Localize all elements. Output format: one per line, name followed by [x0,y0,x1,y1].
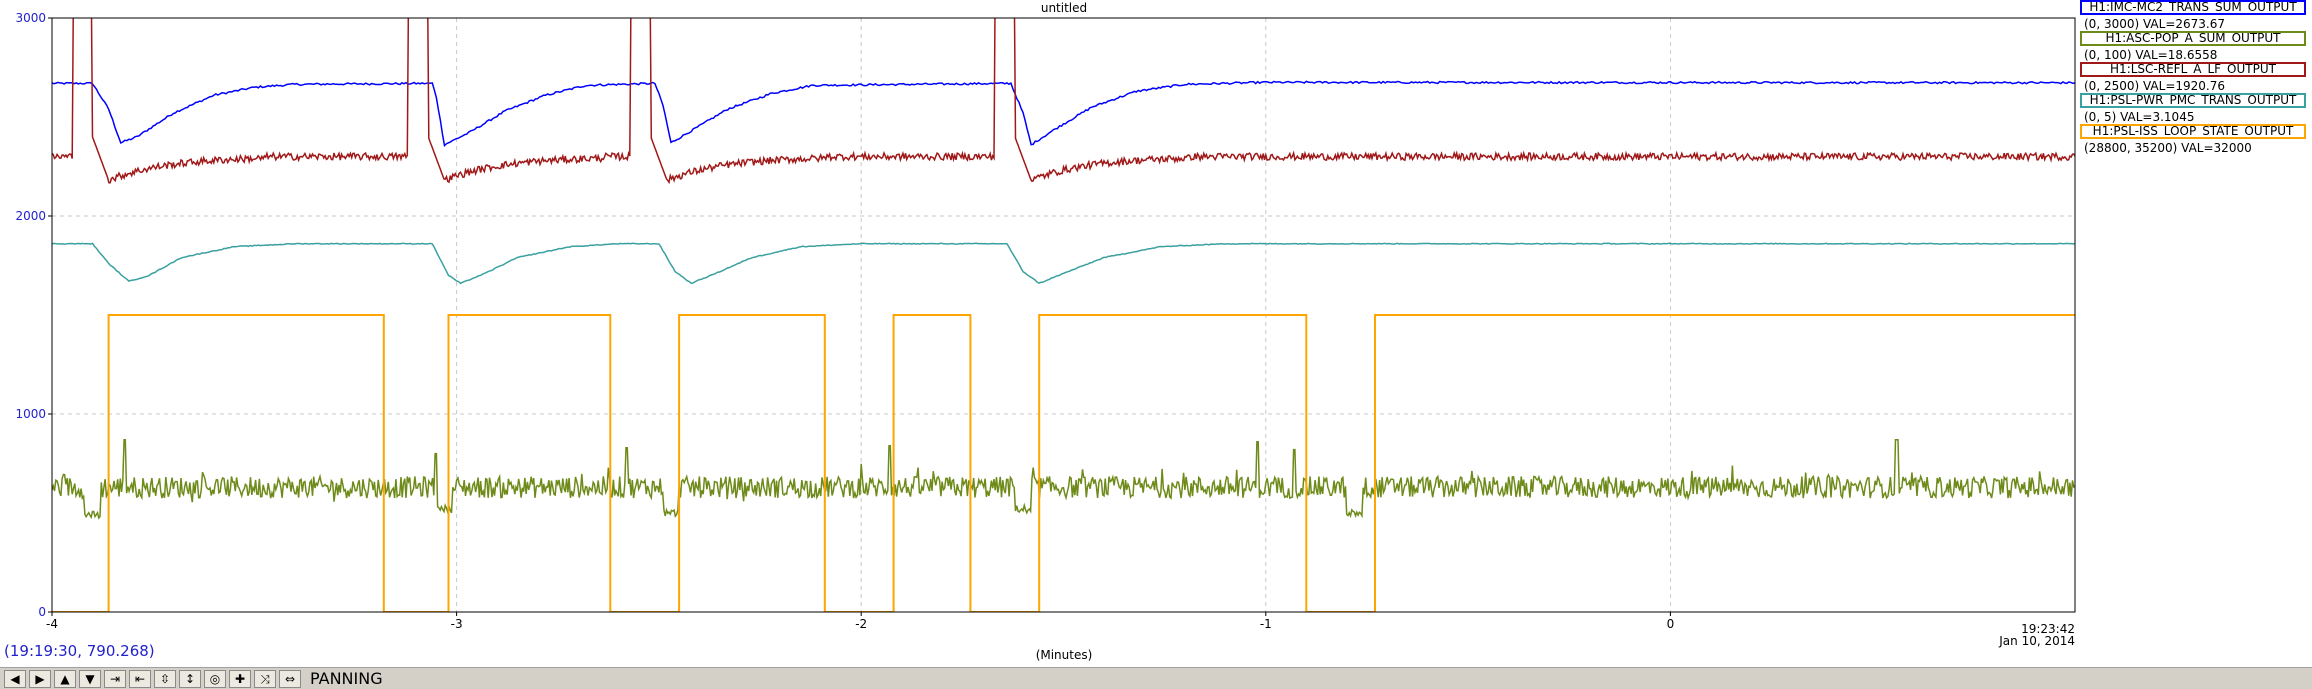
legend-entry[interactable]: H1:IMC-MC2_TRANS_SUM_OUTPUT (0, 3000) VAL… [2080,0,2312,31]
legend-value: VAL=1920.76 [2139,79,2225,93]
axes: 0 1000 2000 3000 -4 -3 -2 -1 0 [15,11,2076,631]
legend-entry[interactable]: H1:PSL-ISS_LOOP_STATE_OUTPUT (28800, 3520… [2080,124,2312,155]
scroll-down-button[interactable]: ▼ [79,669,101,688]
end-date-label: Jan 10, 2014 [1998,634,2075,648]
x-axis-label: (Minutes) [1036,648,1093,662]
zoom-out-y-button[interactable]: ↕ [179,669,201,688]
reset-button[interactable]: ◎ [204,669,226,688]
series-line-h1-psl-pwr-pmc-trans-output [52,242,2075,285]
y-tick-label: 2000 [15,209,46,223]
legend-series-name: H1:IMC-MC2_TRANS_SUM_OUTPUT [2080,0,2306,15]
legend: H1:IMC-MC2_TRANS_SUM_OUTPUT (0, 3000) VAL… [2080,0,2312,155]
legend-series-value: (0, 3000) VAL=2673.67 [2084,17,2225,31]
crosshair-button[interactable]: ✚ [229,669,251,688]
series-line-h1-lsc-refl-a-lf-output [52,18,2075,185]
zoom-in-x-button[interactable]: ⇥ [104,669,126,688]
pan-button[interactable]: ⇔ [279,669,301,688]
zoom-in-y-button[interactable]: ⇳ [154,669,176,688]
series-line-h1-psl-iss-loop-state-output [52,314,2075,612]
autoscale-button[interactable]: ⤨ [254,669,276,688]
legend-series-name: H1:PSL-PWR_PMC_TRANS_OUTPUT [2080,93,2306,108]
legend-range: (0, 3000) [2084,17,2140,31]
scroll-up-button[interactable]: ▲ [54,669,76,688]
series-layer [52,18,2075,612]
cursor-coordinates: (19:19:30, 790.268) [4,642,155,660]
series-line-h1-asc-pop-a-sum-output [52,438,2075,520]
end-time-label: 19:23:42 [2021,622,2075,636]
legend-range: (28800, 35200) [2084,141,2178,155]
legend-value: VAL=32000 [2177,141,2252,155]
legend-series-name: H1:ASC-POP_A_SUM_OUTPUT [2080,31,2306,46]
legend-value: VAL=2673.67 [2139,17,2225,31]
legend-series-value: (0, 5) VAL=3.1045 [2084,110,2194,124]
legend-series-value: (28800, 35200) VAL=32000 [2084,141,2252,155]
legend-value: VAL=18.6558 [2131,48,2218,62]
y-tick-label: 1000 [15,407,46,421]
toolbar: ◀ ▶ ▲ ▼ ⇥ ⇤ ⇳ ↕ ◎ ✚ ⤨ ⇔ PANNING [0,667,2312,689]
legend-range: (0, 5) [2084,110,2117,124]
legend-value: VAL=3.1045 [2116,110,2195,124]
x-tick-label: 0 [1667,617,1675,631]
x-tick-label: -3 [451,617,463,631]
legend-entry[interactable]: H1:ASC-POP_A_SUM_OUTPUT (0, 100) VAL=18.6… [2080,31,2312,62]
legend-series-value: (0, 100) VAL=18.6558 [2084,48,2217,62]
x-tick-label: -1 [1260,617,1272,631]
series-line-h1-imc-mc2-trans-sum-output [52,80,2075,147]
legend-series-value: (0, 2500) VAL=1920.76 [2084,79,2225,93]
scroll-right-button[interactable]: ▶ [29,669,51,688]
mode-label: PANNING [310,669,383,688]
legend-range: (0, 100) [2084,48,2132,62]
x-tick-label: -4 [46,617,58,631]
legend-entry[interactable]: H1:LSC-REFL_A_LF_OUTPUT (0, 2500) VAL=192… [2080,62,2312,93]
y-tick-label: 0 [38,605,46,619]
legend-range: (0, 2500) [2084,79,2140,93]
x-tick-label: -2 [855,617,867,631]
legend-series-name: H1:LSC-REFL_A_LF_OUTPUT [2080,62,2306,77]
legend-entry[interactable]: H1:PSL-PWR_PMC_TRANS_OUTPUT (0, 5) VAL=3.… [2080,93,2312,124]
zoom-out-x-button[interactable]: ⇤ [129,669,151,688]
plot-frame [51,17,2076,613]
scroll-left-button[interactable]: ◀ [4,669,26,688]
chart-title: untitled [1041,1,1087,15]
y-tick-label: 3000 [15,11,46,25]
legend-series-name: H1:PSL-ISS_LOOP_STATE_OUTPUT [2080,124,2306,139]
